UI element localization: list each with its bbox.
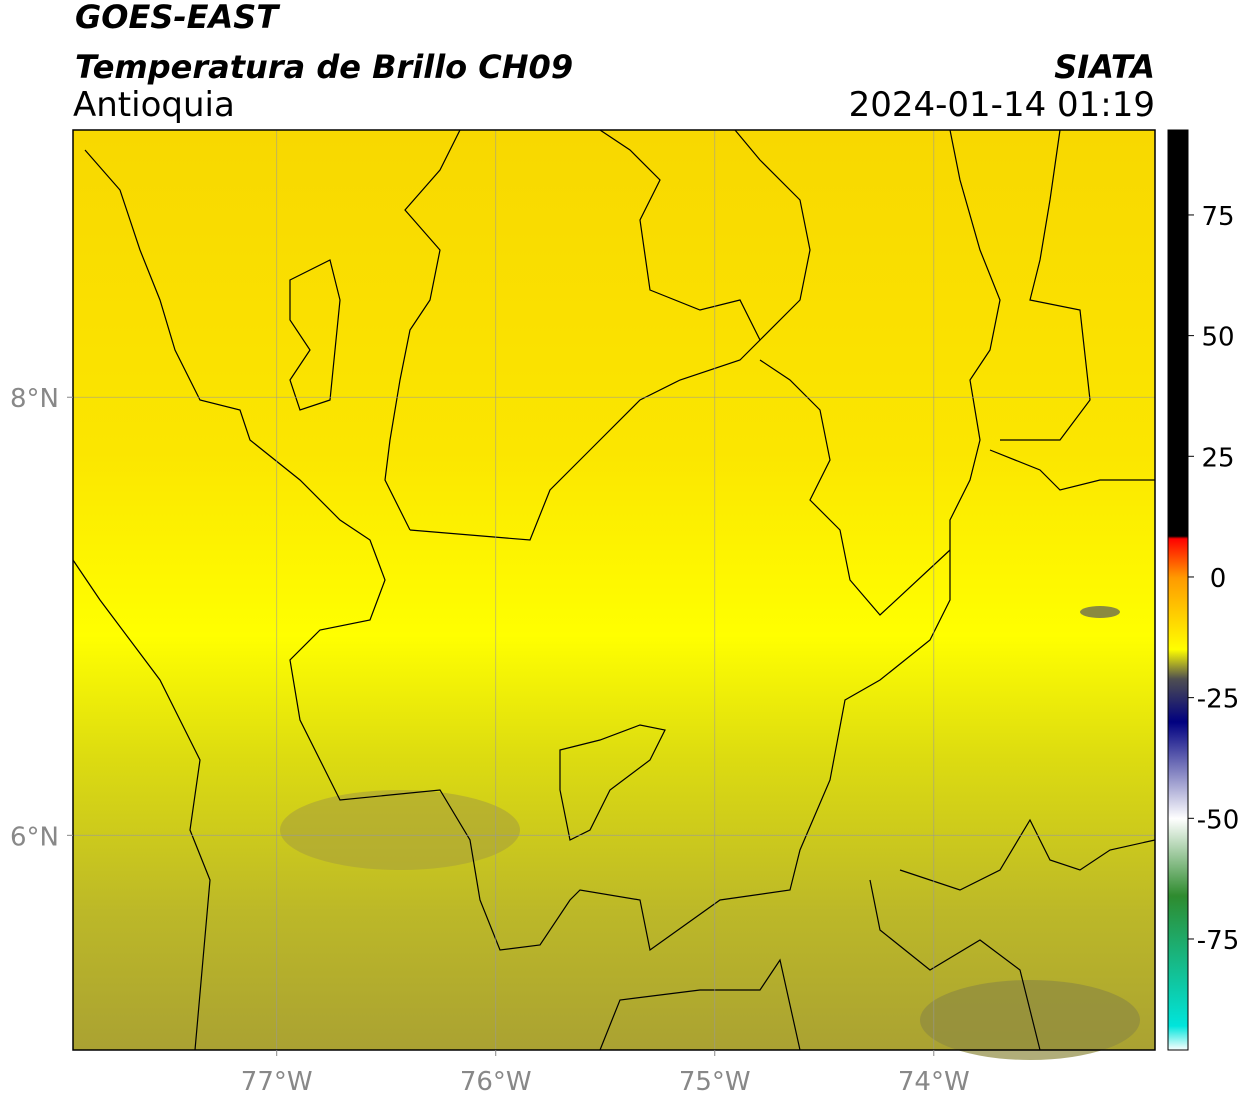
colorbar-tick-label: -75 — [1197, 926, 1239, 956]
title: GOES-EAST — [75, 0, 280, 36]
subtitle: Temperatura de Brillo CH09 — [75, 48, 573, 86]
region: Antioquia — [73, 85, 235, 125]
colorbar-segment — [1168, 130, 1188, 537]
colorbar-tick-label: 0 — [1210, 564, 1227, 594]
department-border — [899, 818, 1156, 891]
colorbar-segment — [1168, 895, 1188, 1027]
datetime: 2024-01-14 01:19 — [849, 85, 1155, 125]
colorbar-frame — [1167, 129, 1189, 1051]
colorbar-segment — [1168, 538, 1188, 578]
source: SIATA — [1054, 48, 1155, 86]
lat-tick-label: 8°N — [10, 384, 59, 414]
colorbar-tick-label: 75 — [1201, 202, 1234, 232]
department-border — [599, 879, 1041, 1051]
cold-area — [1080, 606, 1120, 618]
colorbar-segment — [1168, 678, 1188, 723]
cold-area — [920, 980, 1140, 1060]
colorbar-segment — [1168, 535, 1188, 539]
colorbar-tick-label: 25 — [1201, 443, 1234, 473]
lon-tick-label: 74°W — [898, 1067, 970, 1097]
colorbar-segment — [1168, 818, 1188, 897]
department-border — [84, 129, 1001, 952]
department-border — [989, 129, 1155, 491]
lat-tick-label: 6°N — [10, 822, 59, 852]
colorbar-segment — [1168, 649, 1188, 679]
colorbar-segment — [1168, 576, 1188, 650]
municipality-border — [559, 724, 666, 841]
colorbar-tick-label: -50 — [1197, 805, 1239, 835]
lon-tick-label: 76°W — [460, 1067, 532, 1097]
coastline — [72, 559, 211, 1051]
lon-tick-label: 77°W — [241, 1067, 313, 1097]
colorbar-segment — [1168, 721, 1188, 819]
cold-area — [280, 790, 520, 870]
colorbar-tick-label: 50 — [1201, 323, 1234, 353]
department-border — [734, 129, 811, 341]
department-border — [759, 359, 951, 616]
borders — [72, 129, 1156, 1051]
lon-tick-label: 75°W — [679, 1067, 751, 1097]
department-border — [384, 129, 461, 531]
map-frame — [72, 129, 1156, 1051]
temperature-field — [73, 130, 1155, 1050]
colorbar-segment — [1168, 1025, 1188, 1051]
coastline — [289, 259, 341, 411]
colorbar-tick-label: -25 — [1197, 685, 1239, 715]
